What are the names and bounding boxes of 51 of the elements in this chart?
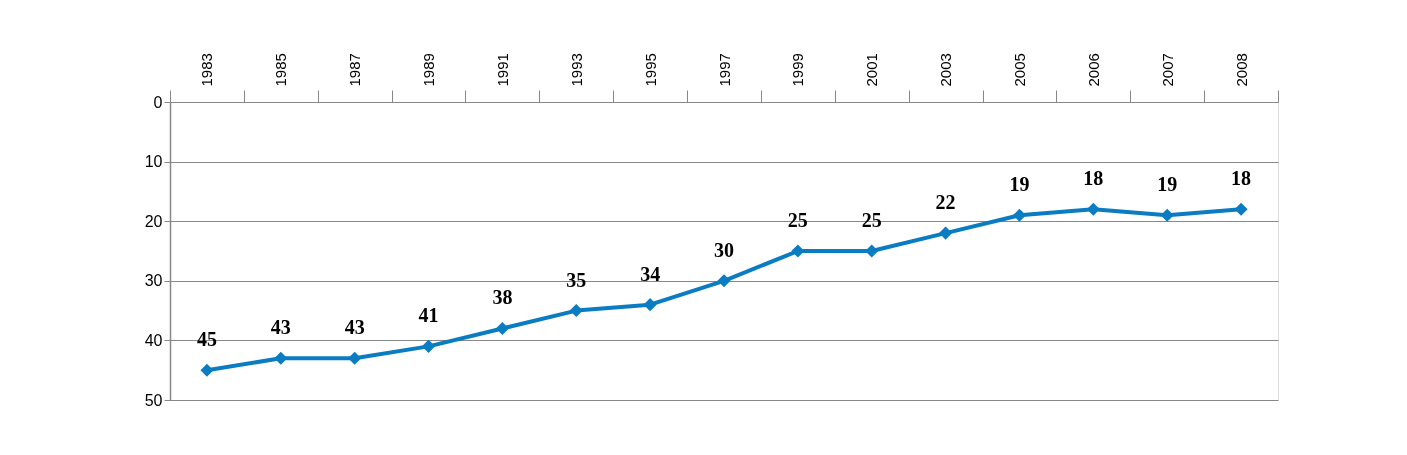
point — [1012, 208, 1026, 222]
data-label: 19 — [1009, 173, 1030, 196]
data-label: 18 — [1083, 167, 1104, 190]
data-label: 38 — [492, 286, 513, 309]
x-tick-label: 1985 — [272, 53, 290, 87]
y-tick-label: 20 — [144, 212, 163, 230]
y-tick-label: 50 — [144, 391, 163, 409]
x-tick-label: 2001 — [863, 53, 881, 87]
point — [274, 351, 288, 365]
data-label: 43 — [270, 316, 291, 339]
x-tick-label: 1999 — [789, 53, 807, 87]
x-tick-label: 1995 — [641, 53, 659, 87]
x-tick-label: 2007 — [1158, 53, 1176, 87]
point — [348, 351, 362, 365]
point — [1160, 208, 1174, 222]
data-label: 41 — [418, 304, 439, 327]
point — [939, 226, 953, 240]
point — [1234, 202, 1248, 216]
x-tick-label: 2005 — [1010, 53, 1028, 87]
point — [200, 363, 214, 377]
data-label: 19 — [1157, 173, 1178, 196]
point — [495, 321, 509, 335]
x-tick-label: 2003 — [937, 53, 955, 87]
y-tick-label: 30 — [144, 272, 163, 290]
point — [865, 244, 879, 258]
x-tick-label: 1983 — [198, 53, 216, 87]
data-label: 34 — [640, 262, 661, 285]
data-label: 35 — [566, 268, 587, 291]
data-label: 30 — [714, 238, 734, 261]
x-tick-label: 2008 — [1232, 53, 1250, 87]
x-tick-label: 2006 — [1084, 53, 1102, 87]
data-label: 18 — [1231, 167, 1252, 190]
x-tick-label: 1993 — [567, 53, 585, 87]
y-tick-label: 0 — [153, 93, 163, 111]
data-label: 25 — [861, 209, 882, 231]
data-label: 45 — [196, 328, 217, 351]
point — [717, 274, 731, 288]
data-label: 25 — [787, 209, 808, 231]
data-label: 43 — [344, 316, 365, 339]
point — [791, 244, 805, 258]
y-tick-label: 40 — [144, 331, 163, 349]
point — [643, 298, 657, 312]
x-tick-label: 1997 — [715, 53, 733, 87]
x-tick-label: 1987 — [346, 53, 364, 87]
y-tick-label: 10 — [144, 153, 163, 171]
point — [422, 339, 436, 353]
x-tick-label: 1991 — [493, 53, 511, 87]
point — [1086, 202, 1100, 216]
point — [569, 304, 583, 318]
data-label: 22 — [935, 191, 956, 214]
x-tick-label: 1989 — [420, 53, 438, 87]
